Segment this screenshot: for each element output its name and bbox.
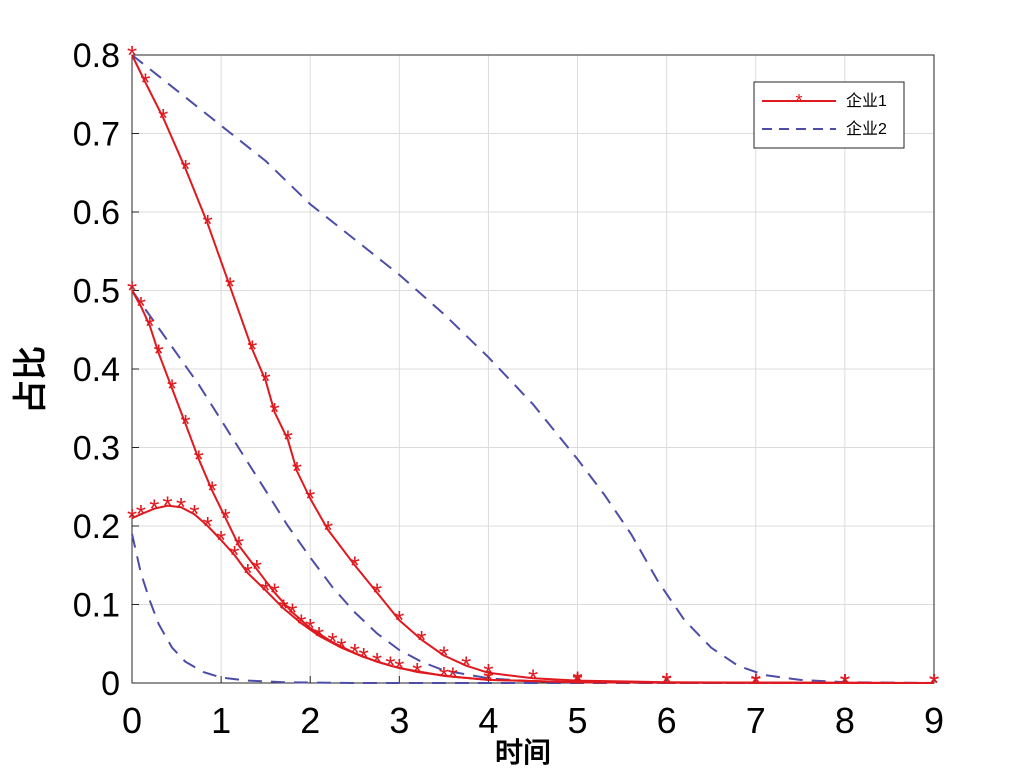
- series-1-curve-3: [131, 504, 935, 684]
- series-1-point: *: [229, 540, 239, 570]
- series-1-point: *: [127, 40, 137, 70]
- series-1-point: *: [296, 608, 306, 638]
- series-1-point: *: [247, 334, 257, 364]
- series-1-curve-1: [131, 54, 935, 684]
- y-tick-label: 0.6: [73, 194, 120, 232]
- series-1-point: *: [278, 593, 288, 623]
- series-1-point: *: [136, 291, 146, 321]
- x-tick-label: 1: [211, 700, 231, 741]
- legend: * 企业1 企业2: [753, 81, 905, 149]
- series-1-point: *: [127, 503, 137, 533]
- x-tick-label: 4: [478, 700, 498, 741]
- series-1-point: *: [483, 665, 493, 695]
- grid: [131, 54, 935, 684]
- series-1-point: *: [176, 492, 186, 522]
- series-1-point: *: [243, 558, 253, 588]
- y-tick-label: 0: [101, 665, 120, 703]
- series-1-point: *: [573, 666, 583, 696]
- series-1-point: *: [180, 409, 190, 439]
- y-tick-label: 0.1: [73, 587, 120, 625]
- y-tick-label: 0.2: [73, 508, 120, 546]
- series-1-point: *: [528, 663, 538, 693]
- x-tick-label: 8: [835, 700, 855, 741]
- x-tick-label: 0: [122, 700, 142, 741]
- series-1-point: *: [662, 668, 672, 698]
- series-1-point: *: [163, 491, 173, 521]
- x-axis-label: 时间: [495, 737, 551, 768]
- series-1-point: *: [461, 651, 471, 681]
- series-1-point: *: [270, 397, 280, 427]
- legend-box: [753, 81, 905, 149]
- series-1-point: *: [216, 525, 226, 555]
- series-1-point: *: [929, 668, 939, 698]
- series-1-point: *: [483, 658, 493, 688]
- series-1-point: *: [394, 605, 404, 635]
- series-1-point: *: [221, 503, 231, 533]
- series-1-point: *: [203, 209, 213, 239]
- legend-marker-series-1: *: [795, 91, 802, 111]
- series-1-point: *: [145, 311, 155, 341]
- series-1-point: *: [292, 456, 302, 486]
- series-1-point: *: [234, 531, 244, 561]
- x-tick-label: 5: [568, 700, 588, 741]
- y-tick-label: 0.3: [73, 430, 120, 468]
- series-1-point: *: [270, 578, 280, 608]
- y-tick-label: 0.8: [73, 37, 120, 75]
- x-tick-label: 2: [300, 700, 320, 741]
- series-1-point: *: [417, 625, 427, 655]
- y-tick-label: 0.5: [73, 273, 120, 311]
- series-1-point: *: [385, 651, 395, 681]
- series-1-point: *: [261, 575, 271, 605]
- series-1-point: *: [323, 515, 333, 545]
- series-1-point: *: [336, 633, 346, 663]
- x-tick-labels: 0 1 2 3 4 5 6 7 8 9: [122, 700, 944, 741]
- series-2-curve-3: [131, 533, 934, 684]
- y-tick-label: 0.7: [73, 116, 120, 154]
- series-1-point: *: [203, 511, 213, 541]
- x-tick-label: 3: [389, 700, 409, 741]
- y-tick-label: 0.4: [73, 351, 120, 389]
- series-1-point: *: [261, 366, 271, 396]
- series-1-point: *: [573, 667, 583, 697]
- series-1-point: *: [140, 68, 150, 98]
- series-1-point: *: [439, 641, 449, 671]
- series-1-point: *: [207, 476, 217, 506]
- legend-label-series-1: 企业1: [846, 92, 887, 110]
- series-1-point: *: [154, 338, 164, 368]
- series-1-point: *: [305, 613, 315, 643]
- series-1-point: *: [167, 374, 177, 404]
- series-2-curve-1: [131, 54, 935, 684]
- series-1-point: *: [314, 621, 324, 651]
- series-1-point: *: [194, 444, 204, 474]
- series-1-point: *: [136, 499, 146, 529]
- series-1-point: *: [751, 668, 761, 698]
- legend-label-series-2: 企业2: [846, 120, 887, 138]
- series-layer: ****************** * * * * * * * ***************…: [127, 40, 939, 698]
- x-tick-label: 7: [746, 700, 766, 741]
- series-1-point: *: [149, 494, 159, 524]
- series-1-point: *: [180, 154, 190, 184]
- series-1-point: *: [350, 550, 360, 580]
- series-1-point: *: [252, 554, 262, 584]
- series-1-point: *: [225, 272, 235, 302]
- series-1-point: *: [840, 668, 850, 698]
- series-1-point: *: [359, 642, 369, 672]
- series-1-point: *: [283, 425, 293, 455]
- series-1-point: *: [287, 597, 297, 627]
- series-1-point: *: [305, 484, 315, 514]
- x-tick-label: 9: [924, 700, 944, 741]
- y-tick-labels: 0 0.1 0.2 0.3 0.4 0.5 0.6 0.7 0.8: [73, 37, 120, 703]
- series-1-point: *: [158, 103, 168, 133]
- x-tick-label: 6: [657, 700, 677, 741]
- series-1-point: *: [448, 662, 458, 692]
- series-1-point: *: [127, 276, 137, 306]
- series-1-point: *: [372, 578, 382, 608]
- y-axis-label: 占比: [12, 346, 50, 414]
- series-1-point: *: [189, 499, 199, 529]
- series-1-point: *: [412, 657, 422, 687]
